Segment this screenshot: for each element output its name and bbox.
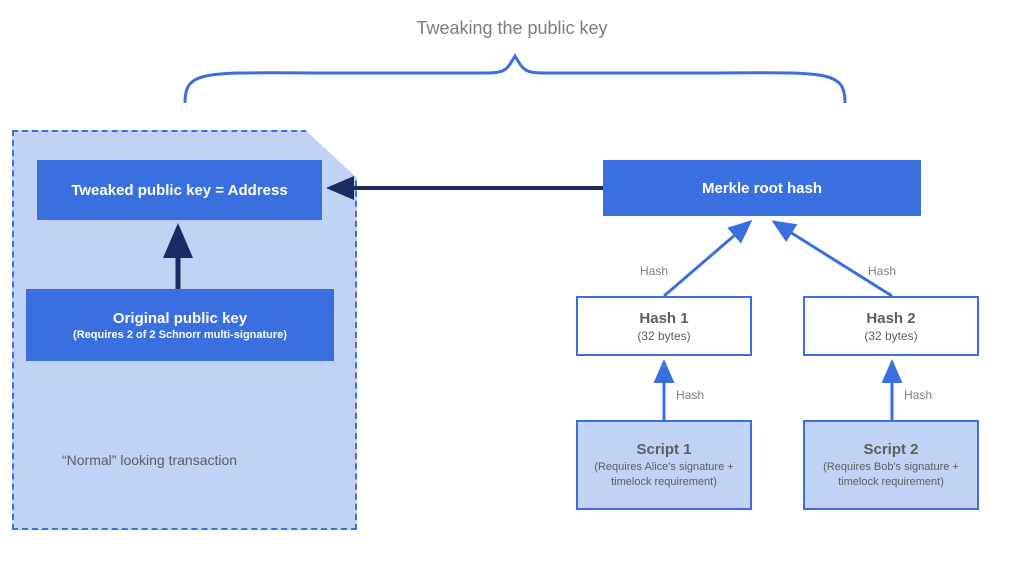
node-sublabel: (Requires Alice's signature + timelock r… (584, 460, 744, 489)
edge-label: Hash (868, 264, 896, 278)
node-original-pubkey: Original public key (Requires 2 of 2 Sch… (26, 289, 334, 361)
node-sublabel: (32 bytes) (864, 329, 917, 343)
panel-caption: “Normal” looking transaction (62, 452, 237, 468)
edge-label: Hash (676, 388, 704, 402)
node-sublabel: (32 bytes) (637, 329, 690, 343)
node-label: Hash 2 (866, 310, 915, 327)
node-script2: Script 2 (Requires Bob's signature + tim… (803, 420, 979, 510)
brace-icon (175, 48, 855, 108)
edge-label: Hash (640, 264, 668, 278)
node-tweaked-pubkey: Tweaked public key = Address (37, 160, 322, 220)
node-script1: Script 1 (Requires Alice's signature + t… (576, 420, 752, 510)
node-merkle-root: Merkle root hash (603, 160, 921, 216)
node-label: Merkle root hash (702, 180, 822, 197)
node-label: Script 2 (863, 441, 918, 458)
node-label: Original public key (113, 310, 247, 327)
node-sublabel: (Requires Bob's signature + timelock req… (811, 460, 971, 489)
node-label: Script 1 (636, 441, 691, 458)
node-hash2: Hash 2 (32 bytes) (803, 296, 979, 356)
node-hash1: Hash 1 (32 bytes) (576, 296, 752, 356)
node-sublabel: (Requires 2 of 2 Schnorr multi-signature… (73, 329, 287, 341)
edge-label: Hash (904, 388, 932, 402)
node-label: Hash 1 (639, 310, 688, 327)
node-label: Tweaked public key = Address (71, 182, 287, 199)
diagram-title: Tweaking the public key (416, 18, 607, 39)
